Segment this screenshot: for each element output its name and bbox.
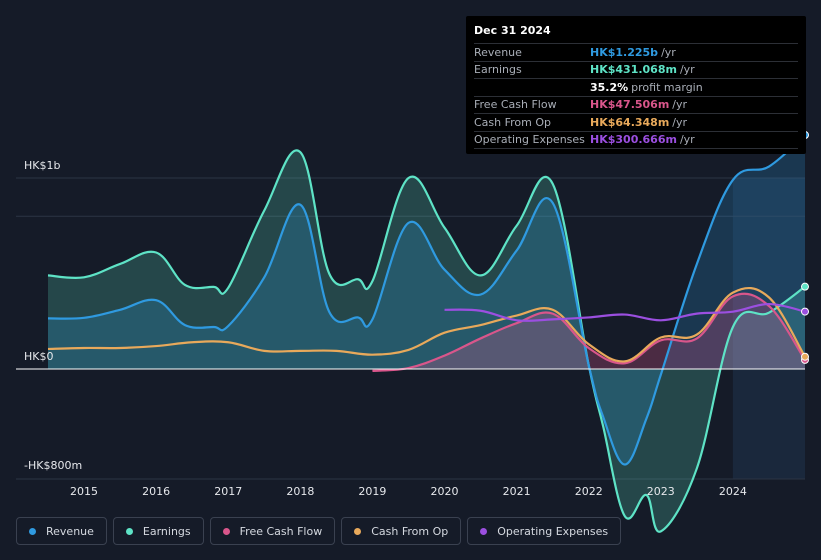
tooltip-row-unit: /yr [661, 45, 676, 59]
tooltip-row: 35.2% profit margin [474, 79, 798, 97]
tooltip-row-value: HK$300.666m [590, 133, 677, 147]
tooltip-row-unit: /yr [679, 63, 695, 77]
area-revenue [48, 135, 805, 465]
legend-earnings[interactable]: Earnings [112, 517, 204, 545]
tooltip-row-unit: profit margin [631, 80, 703, 94]
x-tick-label: 2018 [286, 485, 314, 498]
line-revenue [47, 134, 806, 466]
x-tick-label: 2017 [214, 485, 242, 498]
legend-revenue[interactable]: Revenue [16, 517, 107, 545]
point-operating-expenses-latest [801, 307, 809, 316]
tooltip-date: Dec 31 2024 [474, 24, 798, 44]
tooltip-row-unit: /yr [679, 133, 695, 147]
tooltip-row-unit: /yr [672, 115, 688, 129]
x-tick-label: 2022 [575, 485, 603, 498]
x-tick-label: 2019 [358, 485, 386, 498]
tooltip-row-label: Free Cash Flow [474, 98, 557, 112]
tooltip-panel: Dec 31 2024 Revenue HK$1.225b/yr Earnings H… [466, 16, 806, 154]
legend-revenue-dot [29, 527, 36, 535]
legend-operating-expenses-dot [480, 527, 488, 535]
tooltip-row: Revenue HK$1.225b/yr [474, 44, 798, 62]
y-axis-zero-label: HK$0 [24, 350, 54, 363]
legend-free-cash-flow[interactable]: Free Cash Flow [209, 517, 336, 545]
legend-operating-expenses-label: Operating Expenses [497, 524, 609, 538]
forecast-region [732, 178, 805, 479]
tooltip-row-value: HK$1.225b [590, 45, 659, 59]
tooltip-row-value: 35.2% [590, 80, 629, 94]
legend-cash-from-op-dot [354, 527, 362, 535]
tooltip-row-label: Revenue [474, 45, 522, 59]
x-tick-label: 2023 [647, 485, 675, 498]
tooltip-row-label: Operating Expenses [474, 133, 585, 147]
legend-revenue-label: Revenue [46, 524, 94, 538]
legend: Revenue Earnings Free Cash Flow Cash Fro… [16, 517, 622, 545]
legend-earnings-dot [125, 527, 133, 535]
tooltip-row: Operating Expenses HK$300.666m/yr [474, 132, 798, 149]
tooltip-row-label: Cash From Op [474, 115, 552, 129]
tooltip-row: Free Cash Flow HK$47.506m/yr [474, 97, 798, 114]
y-axis-bottom-label: -HK$800m [24, 459, 83, 472]
legend-free-cash-flow-dot [222, 527, 230, 535]
legend-earnings-label: Earnings [142, 524, 191, 538]
tooltip-row-value: HK$47.506m [590, 98, 670, 112]
area-free-cash-flow [372, 293, 805, 371]
tooltip-row-value: HK$431.068m [590, 63, 677, 77]
legend-cash-from-op-label: Cash From Op [371, 524, 449, 538]
tooltip-row: Earnings HK$431.068m/yr [474, 62, 798, 79]
point-earnings-latest [801, 282, 809, 291]
legend-free-cash-flow-label: Free Cash Flow [239, 524, 323, 538]
legend-cash-from-op[interactable]: Cash From Op [341, 517, 462, 545]
line-earnings [47, 149, 806, 533]
x-tick-label: 2016 [142, 485, 170, 498]
point-cash-from-op-latest [801, 352, 809, 361]
tooltip-row-unit: /yr [672, 98, 688, 112]
tooltip-row-label: Earnings [474, 63, 522, 77]
line-cash-from-op [47, 287, 806, 363]
line-operating-expenses [444, 302, 806, 322]
x-tick-label: 2021 [503, 485, 531, 498]
tooltip-row-value: HK$64.348m [590, 115, 670, 129]
y-axis-top-label: HK$1b [24, 159, 61, 172]
line-free-cash-flow [372, 292, 806, 373]
tooltip-row: Cash From Op HK$64.348m/yr [474, 114, 798, 132]
x-tick-label: 2015 [70, 485, 98, 498]
x-tick-label: 2020 [431, 485, 459, 498]
x-tick-label: 2024 [719, 485, 747, 498]
legend-operating-expenses[interactable]: Operating Expenses [467, 517, 622, 545]
